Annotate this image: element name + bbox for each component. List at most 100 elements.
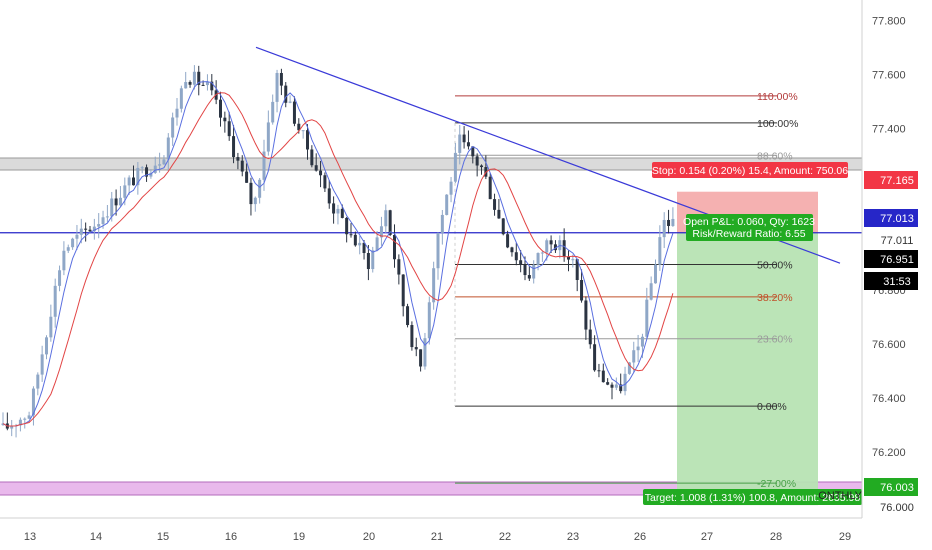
candle-body xyxy=(445,194,449,215)
candle-body xyxy=(545,240,549,253)
candle-body xyxy=(192,71,196,85)
candle-body xyxy=(288,101,292,103)
candle-body xyxy=(475,156,479,166)
risk-reward-text: Risk/Reward Ratio: 6.55 xyxy=(692,228,805,240)
candle-body xyxy=(132,177,135,186)
candle-body xyxy=(149,172,153,177)
price-axis[interactable]: 77.80077.60077.40077.20077.00076.80076.6… xyxy=(861,0,918,518)
sma-slow-line xyxy=(2,92,674,427)
fib-level-label: 50.00% xyxy=(757,260,793,272)
candle-body xyxy=(593,344,597,371)
candle-body xyxy=(97,224,101,227)
candle-body xyxy=(36,374,40,389)
price-badge-text: 77.011 xyxy=(881,235,914,247)
candle-body xyxy=(436,233,440,269)
candle-body xyxy=(501,218,505,235)
candle-body xyxy=(562,240,566,257)
candle-body xyxy=(406,306,410,326)
candle-body xyxy=(345,217,349,235)
candle-body xyxy=(45,337,48,355)
candle-body xyxy=(314,165,318,171)
candle-body xyxy=(523,264,527,276)
candle-body xyxy=(488,176,492,200)
price-badge-entry xyxy=(864,209,918,227)
time-tick-label: 19 xyxy=(293,531,305,543)
candle-body xyxy=(166,137,170,160)
candle-body xyxy=(440,214,444,234)
sma-fast-line xyxy=(2,81,674,427)
candle-body xyxy=(471,146,475,157)
candle-body xyxy=(179,88,183,109)
candle-body xyxy=(619,384,623,392)
price-tick-label: 76.200 xyxy=(872,447,906,459)
candle-body xyxy=(284,85,288,103)
candle-body xyxy=(549,240,553,245)
candle-body xyxy=(136,167,140,186)
time-axis-bg xyxy=(0,518,932,550)
candle-body xyxy=(388,210,392,235)
candle-body xyxy=(245,171,249,183)
candle-body xyxy=(640,336,644,347)
candle-body xyxy=(645,299,649,337)
candle-body xyxy=(667,219,671,226)
candle-body xyxy=(527,275,531,279)
fib-retracement[interactable]: 110.00% 100.00% 88.60% 50.00% 38.20% 23.60% 0.… xyxy=(454,91,798,490)
fib-level-label: 100.00% xyxy=(757,118,798,130)
candle-body xyxy=(332,203,336,214)
price-badge-countdown xyxy=(864,272,918,290)
target-label-text: Target: 1.008 (1.31%) 100.8, Amount: 263… xyxy=(645,492,861,504)
time-tick-label: 20 xyxy=(363,531,375,543)
time-tick-label: 28 xyxy=(770,531,782,543)
candle-body xyxy=(279,72,283,86)
candle-body xyxy=(458,134,462,153)
candle-body xyxy=(197,71,201,85)
candle-body xyxy=(632,350,636,363)
candle-body xyxy=(514,252,518,261)
candle-body xyxy=(449,181,453,195)
candle-body xyxy=(175,108,179,118)
candle-body xyxy=(393,234,396,260)
candle-body xyxy=(636,346,640,351)
price-badge-stop xyxy=(864,171,918,189)
candle-body xyxy=(310,149,314,166)
candle-body xyxy=(153,165,157,173)
candle-body xyxy=(110,198,114,217)
candle-body xyxy=(40,354,44,375)
price-badge-plain xyxy=(864,231,918,249)
candle-body xyxy=(79,228,83,235)
time-tick-label: 27 xyxy=(701,531,713,543)
candle-body xyxy=(114,198,118,206)
candle-body xyxy=(597,370,601,372)
candle-body xyxy=(49,316,53,338)
position-labels: Stop: 0.154 (0.20%) 15.4, Amount: 750.06… xyxy=(643,162,863,505)
candle-body xyxy=(575,259,579,280)
candles xyxy=(1,65,675,438)
candle-body xyxy=(658,237,662,265)
candle-body xyxy=(379,226,383,238)
candle-body xyxy=(453,152,457,182)
candle-body xyxy=(127,177,131,186)
candle-body xyxy=(18,419,22,426)
candle-body xyxy=(327,188,331,204)
time-axis[interactable]: 13 14 15 16 19 20 21 22 23 26 27 28 29 xyxy=(0,517,932,550)
candle-body xyxy=(419,349,423,367)
candle-body xyxy=(31,388,35,416)
candle-body xyxy=(375,237,379,251)
candle-body xyxy=(101,217,105,225)
candle-body xyxy=(145,167,149,177)
candle-body xyxy=(66,247,70,251)
candle-body xyxy=(397,259,401,275)
candle-body xyxy=(219,99,222,118)
candle-body xyxy=(414,347,418,350)
candle-body xyxy=(249,182,253,205)
candle-body xyxy=(427,302,431,339)
candle-body xyxy=(301,130,305,132)
candle-body xyxy=(75,234,79,239)
price-badge-target xyxy=(864,478,918,496)
target-zone[interactable] xyxy=(677,232,818,506)
candle-body xyxy=(297,123,301,131)
candle-body xyxy=(340,208,344,218)
time-tick-label: 13 xyxy=(24,531,36,543)
time-tick-label: 16 xyxy=(225,531,237,543)
